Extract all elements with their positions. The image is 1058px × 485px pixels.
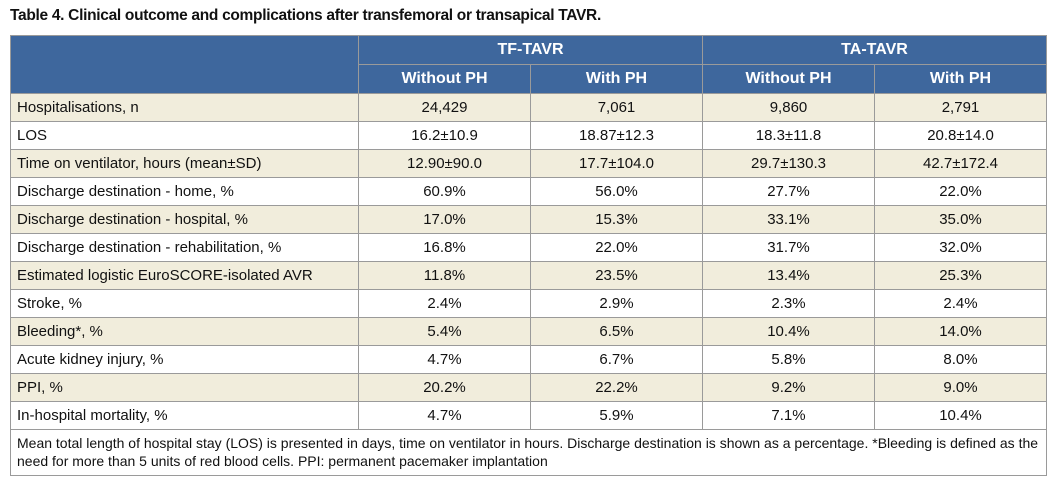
- cell: 33.1%: [702, 205, 875, 234]
- header-row: Without PH With PH Without PH With PH: [11, 64, 1047, 94]
- cell: 20.2%: [358, 373, 531, 402]
- cell: 18.3±11.8: [702, 121, 875, 150]
- cell: 6.7%: [530, 345, 703, 374]
- column-header: With PH: [874, 64, 1047, 94]
- cell: 23.5%: [530, 261, 703, 290]
- cell: 10.4%: [702, 317, 875, 346]
- cell: 35.0%: [874, 205, 1047, 234]
- cell: 15.3%: [530, 205, 703, 234]
- cell: 14.0%: [874, 317, 1047, 346]
- cell: 2.4%: [358, 289, 531, 318]
- cell: 17.7±104.0: [530, 149, 703, 178]
- cell: 2.9%: [530, 289, 703, 318]
- cell: 60.9%: [358, 177, 531, 206]
- cell: 2,791: [874, 93, 1047, 122]
- cell: 29.7±130.3: [702, 149, 875, 178]
- data-row: Bleeding*, % 5.4% 6.5% 10.4% 14.0%: [10, 317, 1047, 346]
- cell: 22.0%: [874, 177, 1047, 206]
- cell: 11.8%: [358, 261, 531, 290]
- group-header: TA-TAVR: [702, 35, 1047, 65]
- row-label: Discharge destination - hospital, %: [10, 205, 359, 234]
- row-label: Stroke, %: [10, 289, 359, 318]
- cell: 9.2%: [702, 373, 875, 402]
- data-row: Discharge destination - hospital, % 17.0%…: [10, 205, 1047, 234]
- header-row: TF-TAVR TA-TAVR: [10, 35, 1047, 94]
- cell: 27.7%: [702, 177, 875, 206]
- data-row: Time on ventilator, hours (mean±SD) 12.90…: [10, 149, 1047, 178]
- row-label: Time on ventilator, hours (mean±SD): [10, 149, 359, 178]
- cell: 56.0%: [530, 177, 703, 206]
- cell: 7,061: [530, 93, 703, 122]
- cell: 12.90±90.0: [358, 149, 531, 178]
- row-label: PPI, %: [10, 373, 359, 402]
- cell: 2.4%: [874, 289, 1047, 318]
- row-label: Estimated logistic EuroSCORE-isolated AV…: [10, 261, 359, 290]
- corner-cell: [10, 35, 359, 94]
- cell: 13.4%: [702, 261, 875, 290]
- row-label: Hospitalisations, n: [10, 93, 359, 122]
- footnote: Mean total length of hospital stay (LOS)…: [10, 429, 1047, 476]
- cell: 9,860: [702, 93, 875, 122]
- data-row: Acute kidney injury, % 4.7% 6.7% 5.8% 8.0%: [10, 345, 1047, 374]
- cell: 10.4%: [874, 401, 1047, 430]
- cell: 4.7%: [358, 401, 531, 430]
- data-row: In-hospital mortality, % 4.7% 5.9% 7.1% 10.4…: [10, 401, 1047, 430]
- cell: 32.0%: [874, 233, 1047, 262]
- row-label: Discharge destination - rehabilitation, …: [10, 233, 359, 262]
- cell: 16.8%: [358, 233, 531, 262]
- cell: 4.7%: [358, 345, 531, 374]
- data-row: Discharge destination - home, % 60.9% 56.0…: [10, 177, 1047, 206]
- row-label: Acute kidney injury, %: [10, 345, 359, 374]
- table-title: Table 4. Clinical outcome and complicati…: [10, 7, 601, 24]
- column-header: Without PH: [702, 64, 875, 94]
- cell: 17.0%: [358, 205, 531, 234]
- column-header: With PH: [530, 64, 703, 94]
- cell: 22.2%: [530, 373, 703, 402]
- cell: 8.0%: [874, 345, 1047, 374]
- row-label: LOS: [10, 121, 359, 150]
- cell: 16.2±10.9: [358, 121, 531, 150]
- cell: 7.1%: [702, 401, 875, 430]
- cell: 2.3%: [702, 289, 875, 318]
- group-header: TF-TAVR: [358, 35, 703, 65]
- cell: 22.0%: [530, 233, 703, 262]
- cell: 6.5%: [530, 317, 703, 346]
- data-row: Estimated logistic EuroSCORE-isolated AV…: [10, 261, 1047, 290]
- table: TF-TAVR TA-TAVR Without PH With PH Without P…: [10, 35, 1047, 476]
- row-label: In-hospital mortality, %: [10, 401, 359, 430]
- row-label: Discharge destination - home, %: [10, 177, 359, 206]
- cell: 42.7±172.4: [874, 149, 1047, 178]
- cell: 25.3%: [874, 261, 1047, 290]
- cell: 24,429: [358, 93, 531, 122]
- data-row: Hospitalisations, n 24,429 7,061 9,860 2,791: [10, 93, 1047, 122]
- cell: 18.87±12.3: [530, 121, 703, 150]
- cell: 5.4%: [358, 317, 531, 346]
- data-row: Stroke, % 2.4% 2.9% 2.3% 2.4%: [10, 289, 1047, 318]
- row-label: Bleeding*, %: [10, 317, 359, 346]
- cell: 5.8%: [702, 345, 875, 374]
- data-row: PPI, % 20.2% 22.2% 9.2% 9.0%: [10, 373, 1047, 402]
- cell: 31.7%: [702, 233, 875, 262]
- data-row: LOS 16.2±10.9 18.87±12.3 18.3±11.8 20.8±14.0: [10, 121, 1047, 150]
- footnote-row: Mean total length of hospital stay (LOS)…: [10, 429, 1047, 476]
- data-row: Discharge destination - rehabilitation, …: [10, 233, 1047, 262]
- cell: 20.8±14.0: [874, 121, 1047, 150]
- cell: 9.0%: [874, 373, 1047, 402]
- column-header: Without PH: [358, 64, 531, 94]
- cell: 5.9%: [530, 401, 703, 430]
